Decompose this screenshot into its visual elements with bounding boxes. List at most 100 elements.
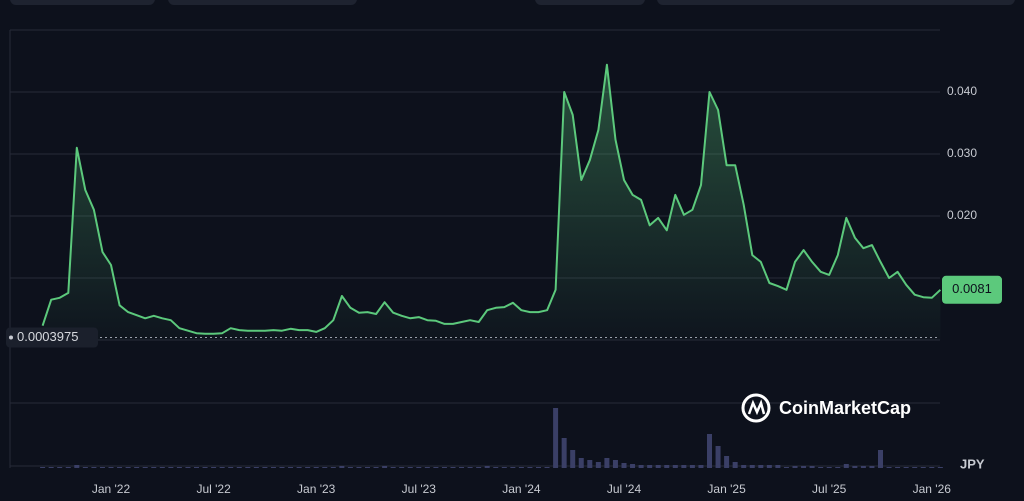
volume-bar: [305, 467, 311, 468]
x-tick-label: Jul '24: [607, 482, 642, 496]
volume-bar: [749, 465, 755, 468]
volume-bar: [766, 465, 772, 468]
volume-bar: [536, 467, 541, 468]
volume-bar: [612, 460, 618, 468]
volume-bar: [664, 465, 670, 468]
volume-bar: [416, 467, 422, 468]
volume-bar: [450, 467, 456, 468]
x-tick-label: Jan '25: [707, 482, 746, 496]
volume-bar: [937, 467, 943, 468]
volume-bar: [570, 450, 576, 468]
x-tick-label: Jul '25: [812, 482, 847, 496]
volume-bar: [373, 467, 379, 468]
volume-bar: [424, 467, 430, 468]
volume-bar: [459, 467, 465, 468]
x-tick-label: Jul '23: [402, 482, 437, 496]
volume-bar: [647, 465, 653, 468]
volume-bar: [912, 467, 918, 468]
volume-bar: [176, 467, 182, 468]
volume-bar: [527, 467, 533, 468]
volume-bar: [758, 465, 764, 468]
volume-bar: [792, 466, 798, 468]
volume-bar: [202, 467, 208, 468]
volume-bar: [724, 456, 730, 468]
volume-bar: [91, 467, 97, 468]
price-badge-label: 0.0081: [952, 281, 992, 296]
toolbar-button[interactable]: [657, 0, 1015, 5]
toolbar-button[interactable]: [535, 0, 645, 5]
volume-bar: [168, 467, 174, 468]
volume-bar: [125, 467, 131, 468]
volume-bar: [553, 408, 559, 468]
y-tick-label: 0.040: [947, 84, 977, 98]
toolbar-button[interactable]: [10, 0, 155, 5]
volume-bar: [57, 467, 63, 468]
volume-bar: [818, 467, 824, 468]
volume-bar: [860, 466, 866, 468]
volume-bar: [929, 467, 935, 468]
volume-bar: [365, 467, 370, 468]
volume-bar: [270, 467, 276, 468]
volume-bar: [852, 466, 858, 468]
volume-bar: [518, 467, 524, 468]
volume-bar: [655, 465, 661, 468]
volume-bar: [501, 467, 507, 468]
x-tick-label: Jul '22: [196, 482, 231, 496]
volume-bar: [185, 467, 191, 468]
volume-bar: [441, 467, 447, 468]
y-tick-label: 0.020: [947, 208, 977, 222]
volume-bar: [322, 467, 328, 468]
volume-bar: [476, 467, 482, 468]
volume-bar: [604, 458, 610, 468]
volume-bar: [493, 467, 499, 468]
volume-bar: [809, 466, 815, 468]
volume-bar: [262, 467, 268, 468]
area: [42, 64, 941, 340]
volume-bar: [707, 434, 712, 468]
price-badge: [942, 275, 1002, 304]
volume-bar: [390, 467, 396, 468]
currency-label: JPY: [960, 456, 985, 471]
x-tick-label: Jan '24: [502, 482, 541, 496]
volume-bar: [630, 464, 636, 468]
volume-bar: [587, 460, 593, 468]
volume-bar: [245, 467, 251, 468]
volume-bar: [672, 465, 678, 468]
volume-bar: [117, 467, 123, 468]
volume-bar: [296, 467, 302, 468]
price-line: [41, 63, 942, 335]
volume-bar: [869, 466, 875, 468]
volume-bar: [382, 466, 388, 468]
volume-bar: [330, 467, 336, 468]
volume-bar: [689, 465, 695, 468]
x-tick-label: Jan '23: [297, 482, 336, 496]
volume-bar: [741, 465, 747, 468]
volume-bar: [74, 465, 80, 468]
volume-bar: [159, 467, 165, 468]
volume-bar: [698, 465, 704, 468]
logo: [747, 399, 766, 416]
volume-bar: [228, 467, 234, 468]
volume-bar: [211, 467, 217, 468]
volume-bar: [732, 462, 738, 468]
volume-bar: [151, 467, 157, 468]
y-tick-label: 0.030: [947, 146, 977, 160]
volume-bar: [142, 467, 148, 468]
reference-label-bg: [6, 327, 98, 348]
logo: [741, 393, 771, 423]
volume-bar: [903, 467, 909, 468]
volume-bar: [433, 467, 439, 468]
x-tick-label: Jan '22: [92, 482, 131, 496]
volume-bar: [638, 465, 644, 468]
volume-bar: [826, 467, 832, 468]
toolbar-button[interactable]: [168, 0, 357, 5]
volume-bar: [843, 464, 849, 468]
watermark-text: CoinMarketCap: [779, 398, 911, 418]
volume-bar: [407, 467, 413, 468]
volume-bar: [621, 463, 627, 468]
volume-bar: [347, 467, 353, 468]
volume-bar: [399, 467, 405, 468]
volume-bar: [920, 467, 926, 468]
volume-bar: [356, 467, 362, 468]
